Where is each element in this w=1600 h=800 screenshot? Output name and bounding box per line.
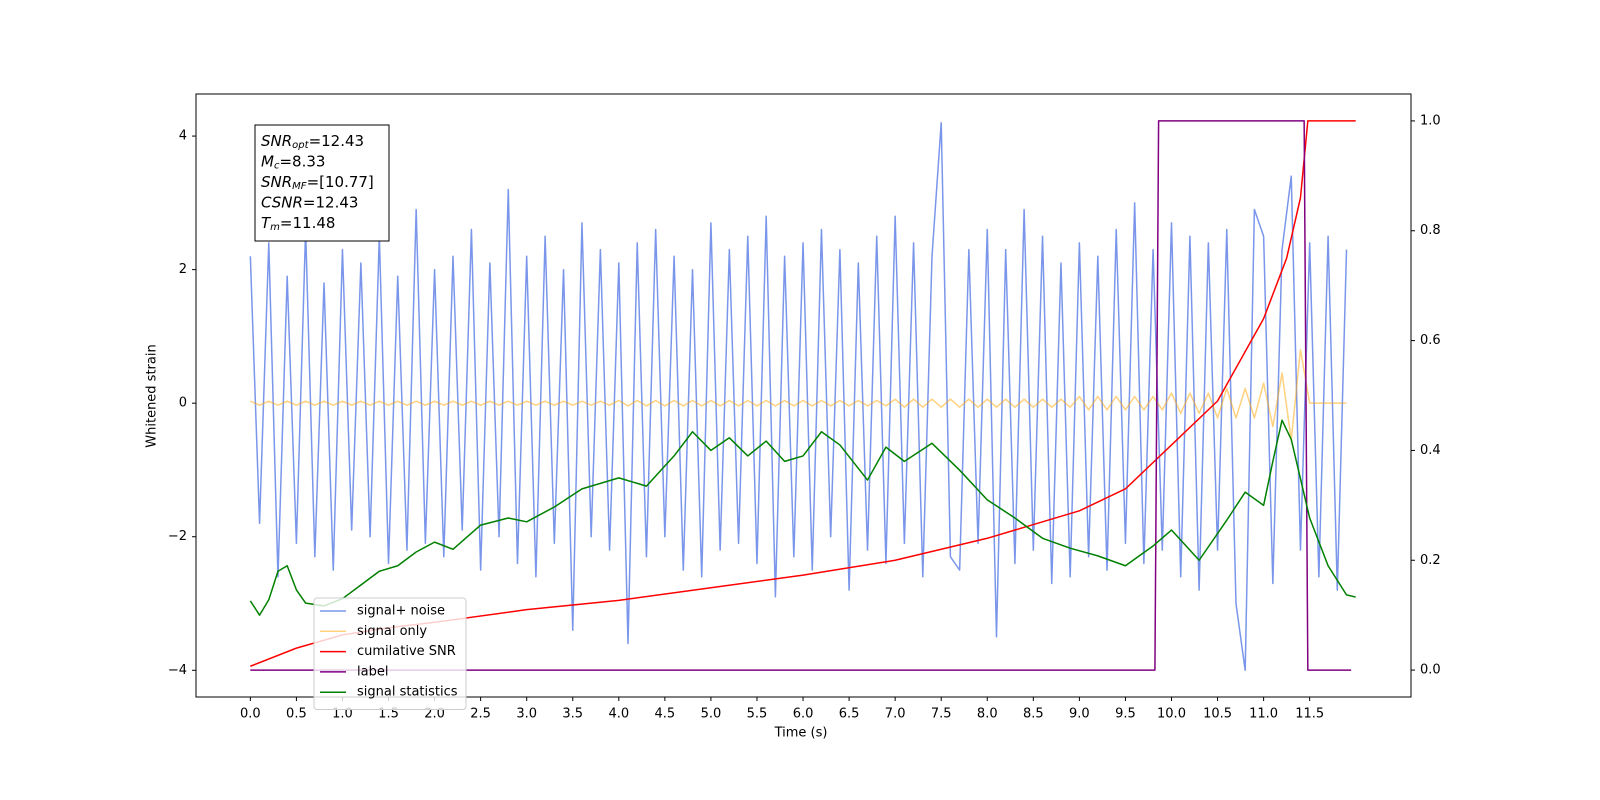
- annotation-value: =8.33: [279, 152, 325, 170]
- x-tick-label: 7.0: [885, 707, 906, 722]
- x-tick-label: 11.5: [1295, 707, 1324, 722]
- series-line: [250, 349, 1347, 441]
- y2-tick-label: 0.8: [1420, 223, 1441, 238]
- annotation-symbol: SNR: [261, 132, 292, 150]
- annotation-subscript: MF: [292, 181, 307, 192]
- plot-area: [249, 120, 1356, 672]
- legend-label: label: [357, 664, 388, 679]
- annotation-value: =[10.77]: [307, 173, 374, 191]
- annotation-symbol: CSNR: [261, 193, 303, 211]
- x-tick-label: 5.5: [747, 707, 768, 722]
- legend-box: [313, 597, 467, 710]
- annotation-symbol: M: [261, 152, 274, 170]
- x-tick-label: 3.0: [516, 707, 537, 722]
- y-tick-label: 2: [179, 262, 187, 277]
- series-line: [249, 121, 1348, 672]
- x-tick-label: 2.5: [470, 707, 491, 722]
- annotation-value: =11.48: [280, 214, 336, 232]
- y-axis-label: Whitened strain: [145, 344, 160, 447]
- annotation-value: =12.43: [309, 132, 365, 150]
- annotation: SNRMF=[10.77]: [261, 173, 374, 193]
- x-tick-label: 5.0: [701, 707, 722, 722]
- y-tick-label: 4: [179, 129, 187, 144]
- x-tick-label: 1.5: [378, 707, 399, 722]
- annotation-subscript: m: [270, 222, 280, 233]
- series-line: [249, 419, 1356, 616]
- x-tick-label: 2.0: [424, 707, 445, 722]
- annotation-subscript: opt: [292, 140, 309, 151]
- x-tick-label: 0.5: [286, 707, 307, 722]
- x-tick-label: 9.5: [1115, 707, 1136, 722]
- annotation: Tm=11.48: [261, 214, 335, 234]
- x-tick-label: 10.5: [1203, 707, 1232, 722]
- annotation-symbol: T: [261, 214, 272, 232]
- annotation: Mc=8.33: [261, 152, 325, 172]
- x-tick-label: 11.0: [1249, 707, 1278, 722]
- annotation-box: [254, 124, 390, 242]
- y-tick-label: −2: [168, 529, 187, 544]
- x-tick-label: 6.5: [839, 707, 860, 722]
- x-tick-label: 1.0: [332, 707, 353, 722]
- x-tick-label: 9.0: [1069, 707, 1090, 722]
- y-tick-label: −4: [168, 663, 187, 678]
- y2-tick-label: 0.2: [1420, 553, 1441, 568]
- annotation: CSNR=12.43: [261, 193, 358, 211]
- x-tick-label: 10.0: [1157, 707, 1186, 722]
- legend-label: signal statistics: [357, 685, 458, 700]
- x-tick-label: 6.0: [793, 707, 814, 722]
- x-tick-label: 0.0: [240, 707, 261, 722]
- x-tick-label: 8.0: [977, 707, 998, 722]
- legend-label: cumilative SNR: [357, 644, 456, 659]
- y2-tick-label: 0.4: [1420, 443, 1441, 458]
- legend-label: signal only: [357, 624, 427, 639]
- y-tick-label: 0: [179, 396, 187, 411]
- series-line: [250, 120, 1352, 671]
- annotation-subscript: c: [274, 161, 280, 172]
- x-tick-label: 4.5: [655, 707, 676, 722]
- annotation-value: =12.43: [303, 193, 359, 211]
- y2-tick-label: 1.0: [1420, 113, 1441, 128]
- x-axis-label: Time (s): [774, 726, 828, 741]
- annotation-symbol: SNR: [261, 173, 292, 191]
- x-tick-label: 7.5: [931, 707, 952, 722]
- legend-label: signal+ noise: [357, 604, 445, 619]
- x-tick-label: 3.5: [562, 707, 583, 722]
- x-tick-label: 8.5: [1023, 707, 1044, 722]
- annotation: SNRopt=12.43: [261, 132, 364, 152]
- y2-tick-label: 0.0: [1420, 663, 1441, 678]
- y2-tick-label: 0.6: [1420, 333, 1441, 348]
- x-tick-label: 4.0: [608, 707, 629, 722]
